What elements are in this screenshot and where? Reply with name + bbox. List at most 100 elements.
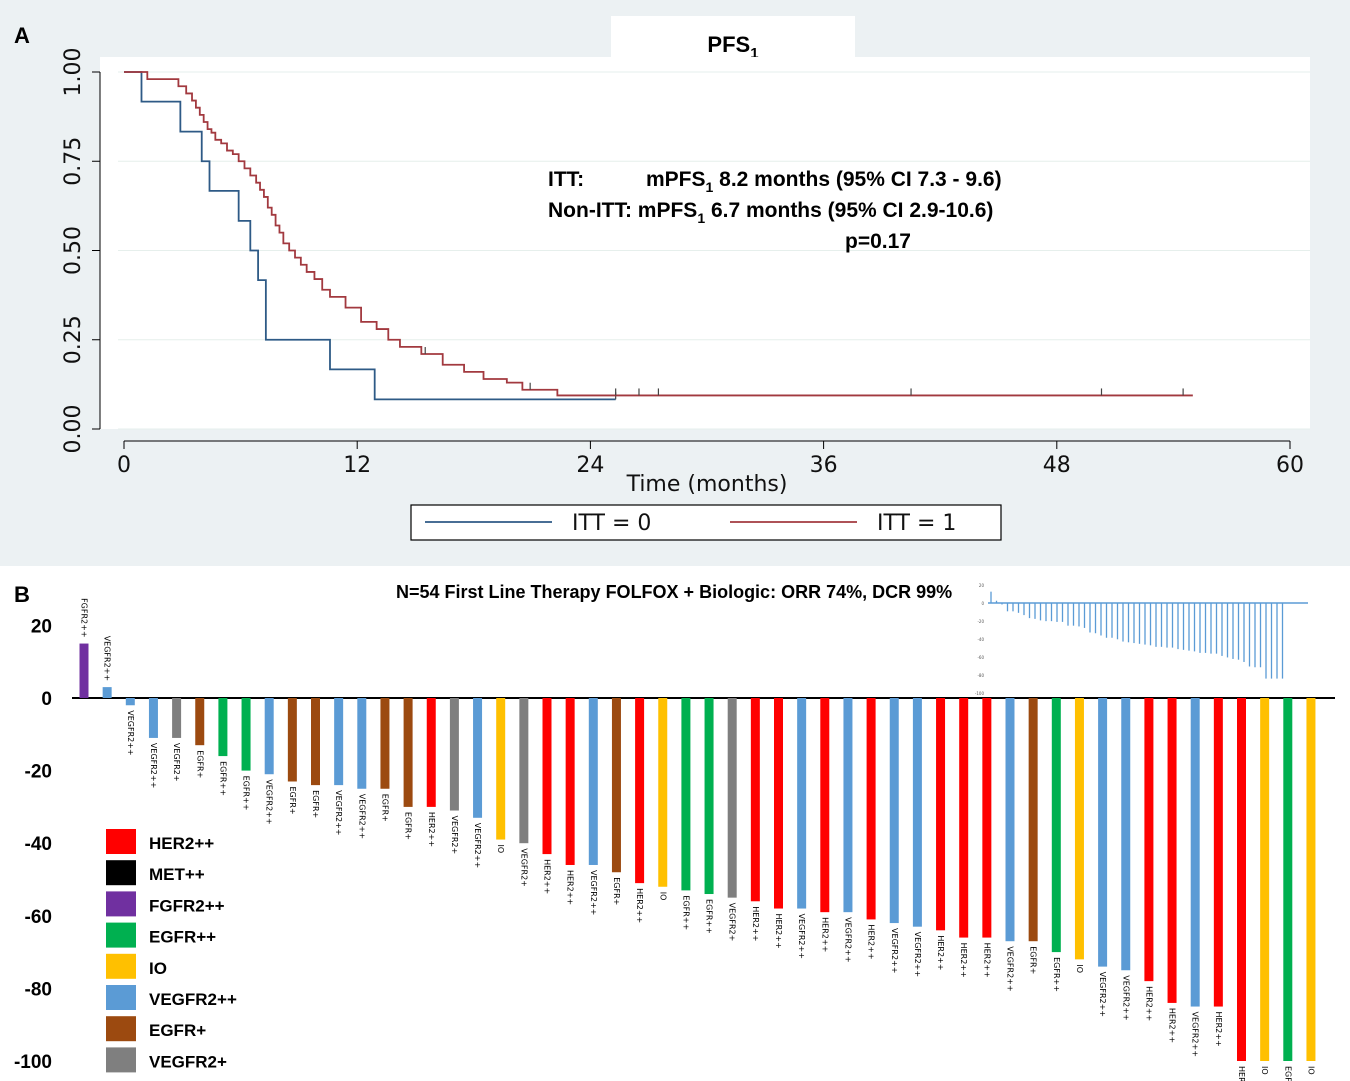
bar-label: EGFR+ (311, 790, 320, 818)
waterfall-bar (727, 698, 737, 898)
y-tick-label: 20 (31, 616, 52, 637)
bar-label: VEGFR2++ (1006, 946, 1015, 991)
inset-tick-label: -40 (977, 637, 984, 642)
bar-label: IO (1260, 1066, 1269, 1075)
bar-label: HER2++ (427, 812, 436, 847)
waterfall-bar (519, 698, 529, 844)
x-tick-label: 60 (1276, 453, 1304, 478)
bar-label: EGFR+ (612, 877, 621, 905)
bar-label: VEGFR2+ (728, 903, 737, 942)
bar-label: HER2++ (936, 935, 945, 970)
km-curve-itt1 (124, 71, 1193, 397)
bar-label: IO (496, 845, 505, 854)
y-tick-label: 0.00 (61, 405, 86, 454)
waterfall-bar (1121, 698, 1131, 971)
bar-label: EGFR+ (288, 786, 297, 814)
bar-label: IO (1075, 964, 1084, 973)
waterfall-bar (912, 698, 922, 927)
bar-label: VEGFR2++ (473, 823, 482, 868)
waterfall-bar (611, 698, 621, 873)
waterfall-bar (658, 698, 668, 887)
bar-label: HER2++ (751, 906, 760, 941)
waterfall-bar (542, 698, 552, 855)
legend-swatch (106, 922, 136, 948)
legend-label: MET++ (149, 865, 205, 884)
x-tick-label: 48 (1043, 453, 1071, 478)
waterfall-bar (148, 698, 158, 738)
waterfall-bar (287, 698, 297, 782)
legend-label: EGFR+ (149, 1021, 206, 1040)
bar-label: HER2++ (635, 888, 644, 923)
annotation-p-value: p=0.17 (845, 230, 911, 253)
legend-label: IO (149, 959, 167, 978)
waterfall-bar (635, 698, 645, 884)
bar-label: VEGFR2++ (1191, 1012, 1200, 1057)
waterfall-bar (1074, 698, 1084, 960)
bar-label: HER2++ (1237, 1066, 1246, 1081)
x-tick-label: 12 (343, 453, 371, 478)
bar-label: HER2++ (566, 870, 575, 905)
waterfall-bar (1005, 698, 1015, 942)
y-tick-label: -100 (14, 1052, 52, 1073)
y-tick-label: 0 (41, 689, 52, 710)
legend-swatch (106, 860, 136, 886)
bar-label: VEGFR2++ (149, 743, 158, 788)
legend-label: FGFR2++ (149, 896, 225, 915)
waterfall-bar (843, 698, 853, 913)
legend-label: VEGFR2++ (149, 990, 237, 1009)
legend-swatch (106, 891, 136, 917)
bar-label: VEGFR2++ (103, 636, 112, 681)
waterfall-bar (1260, 698, 1270, 1061)
annotation-non-itt: Non-ITT: mPFS1 6.7 months (95% CI 2.9-10… (548, 199, 993, 226)
panel-b-letter: B (14, 582, 30, 607)
legend-swatch (106, 1047, 136, 1073)
waterfall-bar (172, 698, 182, 738)
bar-label: VEGFR2++ (265, 779, 274, 824)
waterfall-bar (936, 698, 946, 931)
y-tick-label: 1.00 (61, 48, 86, 97)
y-tick-label: 0.25 (61, 315, 86, 364)
chart-title-subscript: 1 (750, 45, 758, 62)
legend-swatch (106, 829, 136, 854)
bar-label: EGFR++ (1283, 1066, 1292, 1081)
waterfall-bar (750, 698, 760, 902)
bar-label: VEGFR2++ (334, 790, 343, 835)
y-tick-label: 0.75 (61, 137, 86, 186)
bar-label: EGFR+ (404, 812, 413, 840)
waterfall-bar (1306, 698, 1316, 1061)
waterfall-bar (982, 698, 992, 938)
waterfall-bar (774, 698, 783, 909)
waterfall-bar (426, 698, 436, 807)
annotation-itt-label: ITT: (548, 168, 584, 191)
bar-label: VEGFR2++ (126, 710, 135, 755)
inset-tick-label: 20 (979, 583, 985, 588)
bar-label: VEGFR2++ (890, 928, 899, 973)
waterfall-bar (195, 698, 205, 746)
y-tick-label: -20 (25, 762, 52, 783)
waterfall-bar (1051, 698, 1061, 953)
bar-label: VEGFR2++ (913, 932, 922, 977)
bar-label: FGFR2++ (80, 598, 89, 637)
waterfall-bar (704, 698, 714, 895)
bar-label: VEGFR2+ (519, 848, 528, 887)
bar-label: HER2++ (1144, 986, 1153, 1021)
bar-label: EGFR+ (380, 794, 389, 822)
waterfall-bar (1144, 698, 1154, 982)
waterfall-bar (403, 698, 413, 807)
bar-label: VEGFR2++ (589, 870, 598, 915)
waterfall-bar (241, 698, 251, 771)
y-tick-label: -40 (25, 834, 52, 855)
bar-label: HER2++ (543, 859, 552, 894)
waterfall-bar (380, 698, 390, 789)
bar-label: VEGFR2++ (1098, 972, 1107, 1017)
bar-label: HER2++ (959, 943, 968, 978)
bar-label: HER2++ (982, 943, 991, 978)
waterfall-bar (496, 698, 506, 840)
bar-label: VEGFR2++ (843, 917, 852, 962)
waterfall-bar (334, 698, 344, 786)
waterfall-bar (79, 643, 89, 698)
km-curve-itt0 (124, 71, 616, 401)
waterfall-bar (797, 698, 807, 909)
bar-label: HER2++ (867, 924, 876, 959)
bar-label: VEGFR2++ (1121, 975, 1130, 1020)
